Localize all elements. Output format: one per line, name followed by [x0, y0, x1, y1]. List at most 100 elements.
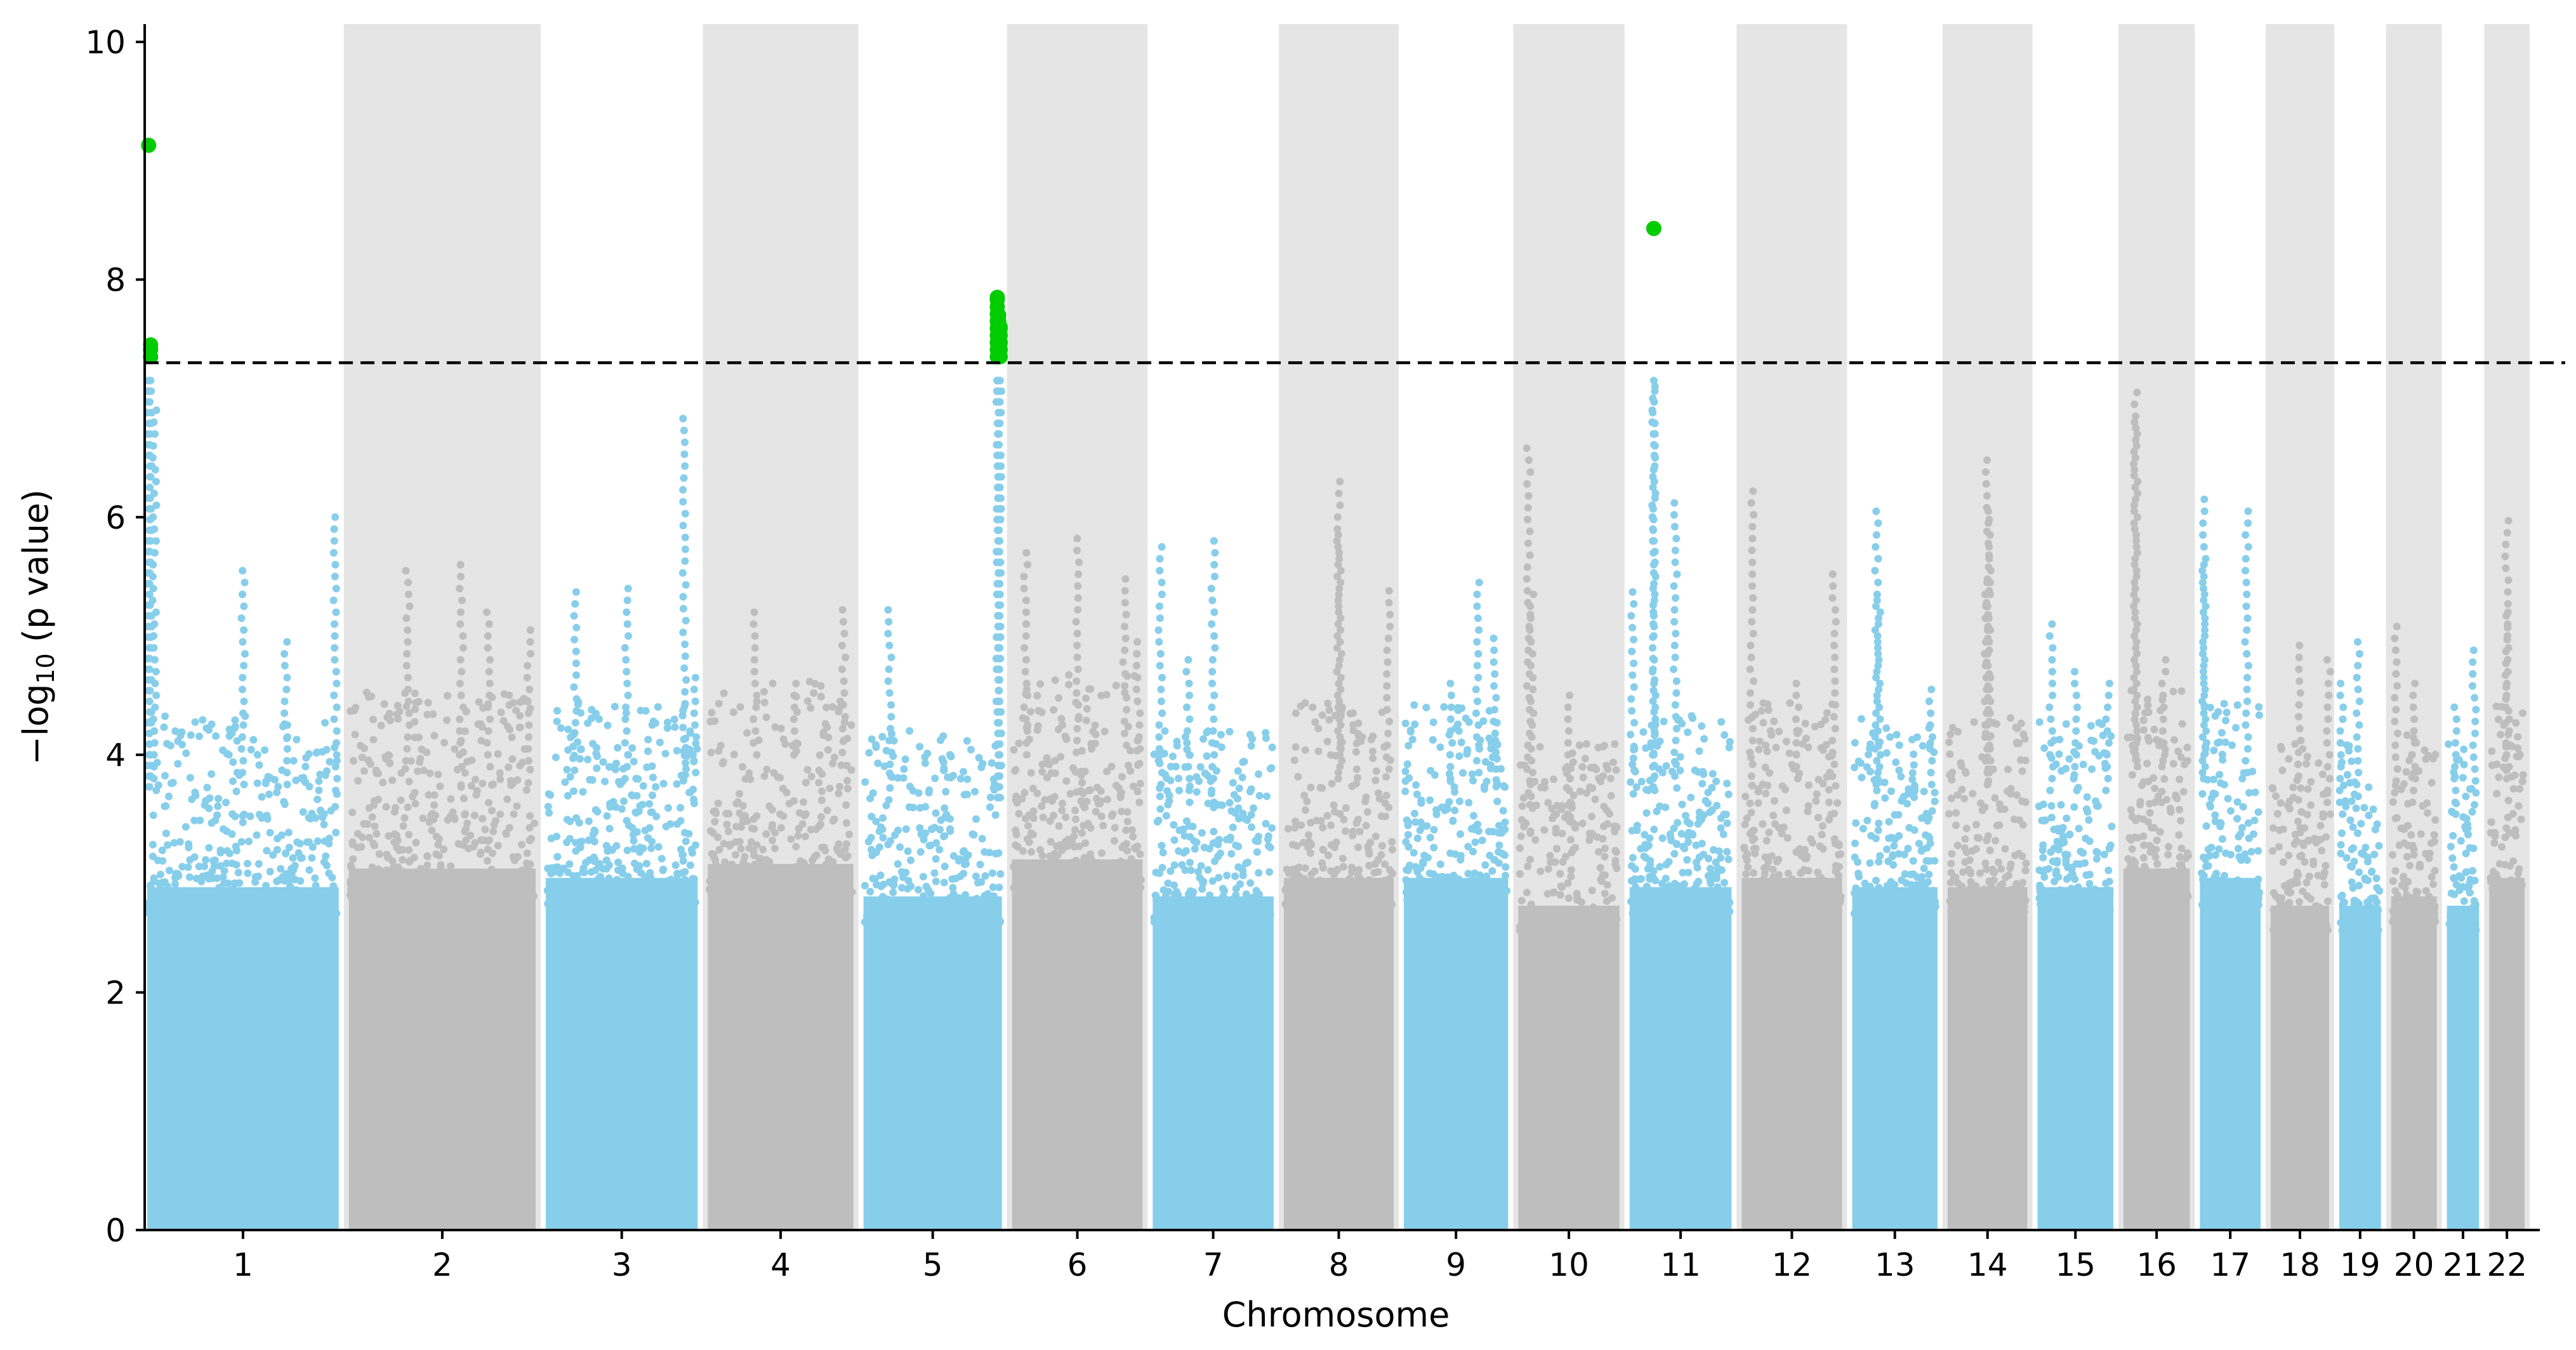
chromosome-point-4 [835, 840, 843, 848]
chromosome-point-5 [894, 826, 902, 835]
chromosome-point-4 [795, 809, 803, 817]
chromosome-point-6 [1038, 802, 1046, 811]
chromosome-point-4 [760, 687, 768, 696]
peak-point-chr2 [524, 744, 532, 753]
peak-point-chr3 [678, 711, 687, 720]
peak-point-chr6 [1023, 727, 1031, 735]
peak-point-chr11 [1672, 630, 1680, 638]
chromosome-point-10 [1588, 887, 1596, 894]
chromosome-point-3 [566, 772, 574, 781]
peak-point-chr3 [571, 600, 579, 608]
peak-point-chr11 [1670, 582, 1678, 590]
chromosome-point-7 [1218, 801, 1226, 809]
peak-point-chr8 [1335, 698, 1344, 705]
chromosome-point-6 [1107, 762, 1116, 771]
chromosome-point-8 [1355, 866, 1363, 874]
peak-point-chr10 [1566, 774, 1574, 783]
chromosome-point-1 [249, 736, 258, 744]
peak-point-chr8 [1333, 537, 1341, 545]
chromosome-point-4 [737, 845, 745, 853]
peak-point-chr9 [1474, 650, 1483, 658]
chromosome-point-4 [790, 797, 798, 805]
chromosome-point-3 [590, 837, 598, 845]
peak-point-chr8 [1337, 673, 1345, 682]
chromosome-point-4 [722, 809, 730, 817]
chromosome-point-11 [1725, 743, 1733, 751]
chromosome-point-4 [788, 887, 796, 895]
chromosome-point-4 [803, 765, 812, 774]
peak-point-chr11 [1651, 703, 1660, 711]
peak-point-chr8 [1335, 709, 1344, 717]
chromosome-point-1 [266, 828, 274, 837]
peak-point-chr2 [524, 698, 532, 705]
peak-point-chr4 [792, 739, 800, 747]
chromosome-point-9 [1493, 901, 1501, 909]
chromosome-point-11 [1707, 879, 1715, 887]
chromosome-point-7 [1166, 776, 1175, 784]
peak-point-chr11 [1672, 760, 1680, 769]
chromosome-point-6 [1087, 824, 1095, 832]
peak-point-chr3 [624, 632, 632, 640]
chromosome-point-6 [1110, 883, 1118, 892]
chromosome-point-12 [1759, 820, 1767, 828]
peak-point-chr1 [329, 549, 338, 557]
chromosome-point-11 [1641, 840, 1649, 849]
chromosome-point-7 [1185, 822, 1193, 830]
peak-point-chr7 [1186, 691, 1193, 699]
chromosome-point-1 [219, 825, 227, 833]
chromosome-point-9 [1404, 831, 1412, 839]
peak-point-chr11 [1672, 713, 1680, 721]
chromosome-point-1 [254, 860, 263, 868]
chromosome-point-3 [623, 900, 631, 908]
chromosome-point-3 [607, 763, 615, 771]
chromosome-point-5 [876, 871, 885, 879]
chromosome-point-1 [314, 837, 322, 845]
chromosome-point-7 [1244, 858, 1252, 866]
peak-point-chr3 [680, 450, 689, 458]
chromosome-point-9 [1410, 849, 1418, 857]
chromosome-points-base-9 [1404, 878, 1509, 1230]
chromosome-point-1 [190, 853, 199, 861]
chromosome-point-1 [184, 863, 192, 871]
chromosome-point-6 [1068, 866, 1076, 875]
chromosome-point-4 [760, 698, 769, 706]
chromosome-point-1 [320, 821, 328, 829]
chromosome-point-9 [1455, 897, 1463, 906]
chromosome-point-3 [624, 873, 632, 880]
chromosome-point-8 [1364, 877, 1372, 885]
chromosome-point-9 [1423, 822, 1431, 830]
peak-point-chr8 [1337, 578, 1345, 586]
chromosome-point-3 [633, 887, 642, 894]
chromosome-point-9 [1445, 885, 1453, 893]
chromosome-point-11 [1662, 861, 1670, 869]
chromosome-point-6 [1045, 760, 1054, 769]
chromosome-point-8 [1376, 795, 1384, 803]
chromosome-point-6 [1111, 824, 1119, 832]
chromosome-point-4 [734, 798, 742, 806]
chromosome-point-7 [1225, 798, 1234, 807]
peak-point-chr7 [1208, 679, 1216, 687]
peak-column-point-chr11 [1649, 484, 1657, 491]
chromosome-point-10 [1578, 819, 1587, 828]
peak-point-chr7 [1183, 727, 1191, 735]
peak-point-chr1 [151, 703, 159, 711]
chromosome-point-3 [605, 824, 614, 833]
chromosome-point-4 [809, 883, 817, 891]
chromosome-point-2 [522, 786, 531, 794]
chromosome-point-2 [434, 841, 442, 849]
chromosome-point-8 [1311, 885, 1319, 893]
chromosome-point-7 [1250, 804, 1257, 812]
chromosome-point-2 [383, 884, 391, 892]
chromosome-point-1 [170, 838, 178, 847]
chromosome-point-1 [301, 762, 310, 771]
chromosome-point-3 [683, 898, 691, 906]
chromosome-point-4 [763, 765, 771, 774]
peak-point-chr11 [1628, 588, 1637, 596]
peak-point-chr8 [1334, 727, 1342, 735]
chromosome-point-11 [1660, 717, 1668, 725]
chromosome-point-1 [239, 812, 247, 820]
chromosome-point-4 [760, 887, 768, 895]
chromosome-point-1 [320, 897, 329, 905]
chromosome-point-8 [1304, 844, 1312, 852]
chromosome-point-1 [223, 847, 232, 855]
